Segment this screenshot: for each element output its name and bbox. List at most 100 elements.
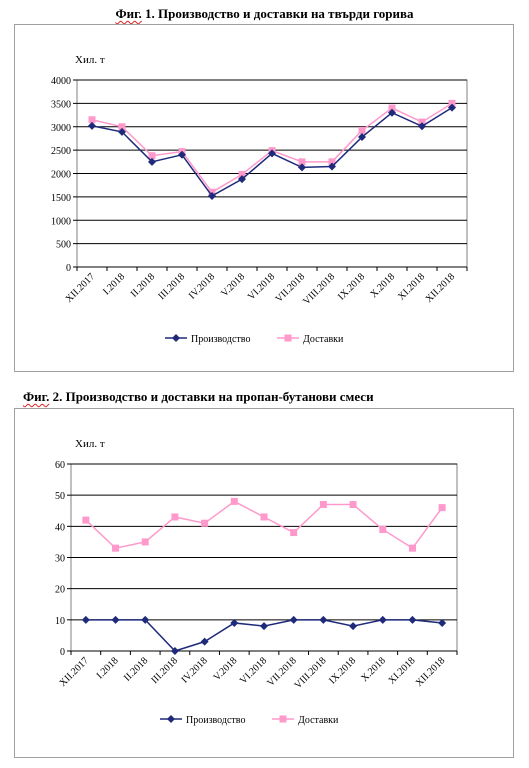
figure-1-legend-marker-deliveries: [284, 334, 292, 342]
figure-1-deliveries-point: [238, 170, 246, 178]
figure-2-y-tick-label: 0: [60, 647, 65, 658]
figure-2-title-text: 2. Производство и доставки на пропан-бут…: [49, 389, 374, 404]
figure-1-production-point: [88, 121, 96, 130]
figure-1-legend-label-deliveries: Доставки: [303, 334, 344, 345]
figure-2-y-tick-label: 40: [55, 522, 65, 533]
figure-2-y-tick-label: 50: [55, 491, 65, 502]
figure-1-x-tick-label: VIII.2018: [301, 271, 337, 307]
figure-1-production-point: [268, 149, 276, 158]
figure-2-x-tick-label: XII.2018: [414, 655, 448, 689]
figure-1-title: Фиг. 1. Производство и доставки на твърд…: [0, 6, 529, 22]
figure-1-production-point: [448, 103, 456, 112]
figure-1-x-tick-label: XII.2018: [424, 271, 458, 305]
figure-1-y-tick-label: 3000: [51, 123, 71, 134]
figure-1-production-point: [298, 163, 306, 172]
figure-1-deliveries-point: [118, 123, 126, 131]
figure-2-x-tick-label: IV.2018: [179, 655, 209, 685]
figure-1-production-point: [118, 127, 126, 136]
figure-2-x-tick-label: VI.2018: [238, 655, 269, 686]
figure-1-x-tick-label: I.2018: [101, 271, 127, 297]
figure-2-production-point: [230, 618, 239, 627]
figure-2-legend-marker-production: [167, 715, 175, 723]
figure-1-x-tick-label: VI.2018: [246, 271, 277, 302]
figure-1-y-tick-label: 2500: [51, 146, 71, 157]
figure-2-x-tick-label: XI.2018: [386, 655, 417, 686]
figure-2-deliveries-point: [438, 504, 446, 512]
figure-2-legend-label-production: Производство: [186, 715, 245, 726]
figure-1-x-tick-label: III.2018: [156, 271, 187, 302]
figure-1-y-tick-label: 1500: [51, 193, 71, 204]
figure-2-production-point: [438, 618, 447, 627]
figure-1-deliveries-point: [358, 126, 366, 134]
figure-1-deliveries-point: [418, 118, 426, 126]
figure-1-production-point: [178, 150, 186, 159]
figure-1-deliveries-point: [448, 99, 456, 107]
figure-1-legend-label-production: Производство: [191, 334, 250, 345]
figure-1-x-tick-label: IV.2018: [187, 271, 217, 301]
figure-2-deliveries-point: [379, 525, 387, 533]
figure-1-y-tick-label: 1000: [51, 216, 71, 227]
figure-2-production-point: [378, 615, 387, 624]
figure-2-production-point: [81, 615, 90, 624]
figure-2-chart-frame: 0 10 20 30 40 50 60 Хил. т XII.2017 I.2018 II.2018…: [14, 408, 514, 758]
figure-1-chart-frame: 0 500 1000 1500 2000 2500 3000 3500 4000 Хил. т XI…: [14, 24, 514, 372]
figure-2-production-point: [319, 615, 328, 624]
figure-1-x-tick-label: V.2018: [219, 271, 247, 299]
figure-2-x-tick-label: IX.2018: [327, 655, 358, 686]
figure-2-y-axis-label: Хил. т: [75, 438, 105, 450]
figure-1-x-tick-label: IX.2018: [336, 271, 367, 302]
figure-2-x-tick-label: X.2018: [359, 655, 388, 684]
figure-2-production-point: [141, 615, 150, 624]
figure-2-deliveries-point: [82, 516, 90, 524]
figure-1-production-point: [388, 108, 396, 117]
figure-2-y-tick-label: 10: [55, 616, 65, 627]
figure-1-deliveries-point: [148, 152, 156, 160]
figure-2-production-point: [200, 637, 209, 646]
figure-1-legend-marker-production: [172, 334, 180, 342]
figure-2-title: Фиг. 2. Производство и доставки на пропа…: [23, 389, 374, 405]
figure-2-production-point: [349, 622, 358, 631]
figure-2-production-point: [289, 615, 298, 624]
figure-2-title-prefix: Фиг.: [23, 389, 50, 404]
figure-2-y-tick-label: 30: [55, 554, 65, 565]
figure-2-x-tick-label: XII.2017: [57, 655, 91, 689]
figure-1-production-point: [208, 191, 216, 200]
figure-1-title-text: 1. Производство и доставки на твърди гор…: [141, 6, 414, 21]
figure-2-deliveries-point: [408, 544, 416, 552]
figure-2-deliveries-point: [230, 497, 238, 505]
figure-1-y-tick-label: 500: [56, 240, 71, 251]
figure-2-production-point: [260, 622, 268, 631]
figure-1-y-tick-label: 2000: [51, 170, 71, 181]
figure-2-x-tick-label: I.2018: [95, 655, 121, 681]
figure-2-production-point: [170, 647, 179, 655]
figure-2-deliveries-point: [201, 519, 209, 527]
figure-1-production-point: [358, 133, 366, 142]
figure-2-deliveries-point: [319, 501, 327, 509]
figure-2-production-point: [111, 615, 120, 624]
figure-1-x-tick-label: XII.2017: [64, 271, 98, 305]
figure-1-title-prefix: Фиг.: [115, 6, 142, 21]
figure-1-production-point: [328, 162, 336, 171]
figure-1-x-tick-label: II.2018: [129, 271, 157, 299]
figure-2-x-tick-label: II.2018: [122, 655, 150, 683]
figure-2-y-tick-label: 60: [55, 460, 65, 471]
figure-2-deliveries-point: [260, 513, 268, 521]
figure-1-production-point: [148, 157, 156, 166]
figure-2-chart: 0 10 20 30 40 50 60 Хил. т XII.2017 I.2018 II.2018…: [55, 438, 458, 726]
figure-1-production-point: [418, 122, 426, 131]
figure-2-series-line-deliveries: [85, 500, 443, 550]
figure-1-y-tick-label: 4000: [51, 76, 71, 87]
figure-2-deliveries-point: [141, 538, 149, 546]
figure-2-legend-marker-deliveries: [279, 715, 287, 723]
figure-1-deliveries-point: [388, 104, 396, 112]
figure-1-y-axis-label: Хил. т: [75, 54, 105, 66]
figure-2-deliveries-point: [112, 544, 120, 552]
figure-1-x-tick-label: XI.2018: [396, 271, 427, 302]
figure-1-y-tick-label: 3500: [51, 99, 71, 110]
figure-2-x-tick-label: III.2018: [149, 655, 180, 686]
figure-2-deliveries-point: [290, 529, 298, 537]
figure-2-x-tick-label: VIII.2018: [293, 655, 329, 691]
figure-1-production-point: [238, 175, 246, 184]
figure-1-y-tick-label: 0: [66, 263, 71, 274]
figure-1-deliveries-point: [298, 158, 306, 166]
